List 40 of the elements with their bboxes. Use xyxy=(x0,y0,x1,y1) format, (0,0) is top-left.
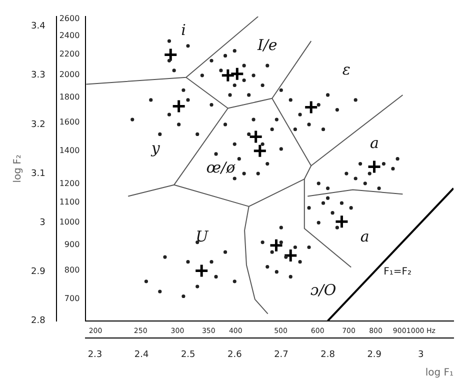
y-tick-label: 1800 xyxy=(59,92,80,102)
annotation: F₁=F₂ xyxy=(384,266,412,278)
y-tick-label: 1600 xyxy=(59,118,80,127)
x2-tick-label: 3 xyxy=(418,350,424,360)
y2-tick-label: 3.2 xyxy=(30,120,46,130)
x2-tick-label: 2.5 xyxy=(180,350,196,360)
y-tick-label: 900 xyxy=(64,240,80,250)
x2-tick-label: 2.3 xyxy=(88,350,102,360)
x2-tick-label: 2.6 xyxy=(228,350,242,360)
annotation: ε xyxy=(342,60,350,78)
y2-axis-title: log F₂ xyxy=(12,154,24,183)
annotation: a xyxy=(360,227,370,246)
y-tick-label: 1400 xyxy=(59,146,80,155)
annotation: y xyxy=(150,138,160,157)
annotation: œ/ø xyxy=(206,158,236,177)
x2-tick-label: 2.9 xyxy=(367,350,382,360)
annotation: I/e xyxy=(256,36,278,54)
y-tick-label: 700 xyxy=(64,294,80,303)
x2-tick-label: 2.8 xyxy=(320,350,336,360)
y-tick-label: 1100 xyxy=(59,197,80,206)
y-tick-label: 1000 xyxy=(59,218,80,227)
y-tick-label: 1200 xyxy=(59,178,80,188)
y-tick-label: 2200 xyxy=(59,50,80,59)
y-tick-label: 2000 xyxy=(59,70,80,79)
annotation: ɔ/O xyxy=(310,281,336,300)
y-tick-label: 800 xyxy=(64,265,80,274)
y-tick-label: 2600 xyxy=(59,14,80,24)
annotation: U xyxy=(196,227,210,246)
x2-tick-label: 2.7 xyxy=(274,350,288,360)
y2-tick-label: 3.3 xyxy=(30,70,46,81)
y2-tick-label: 2.8 xyxy=(30,316,46,326)
y2-tick-label: 3 xyxy=(40,218,46,228)
annotation: a xyxy=(370,134,379,152)
y-tick-label: 2400 xyxy=(59,31,80,40)
annotation: i xyxy=(181,20,186,39)
y2-tick-label: 3.1 xyxy=(30,168,46,179)
x2-axis-title: log F₁ xyxy=(425,368,454,379)
y2-tick-label: 2.9 xyxy=(30,267,46,278)
y2-tick-label: 3.4 xyxy=(30,22,46,32)
x2-tick-label: 2.4 xyxy=(134,350,149,360)
